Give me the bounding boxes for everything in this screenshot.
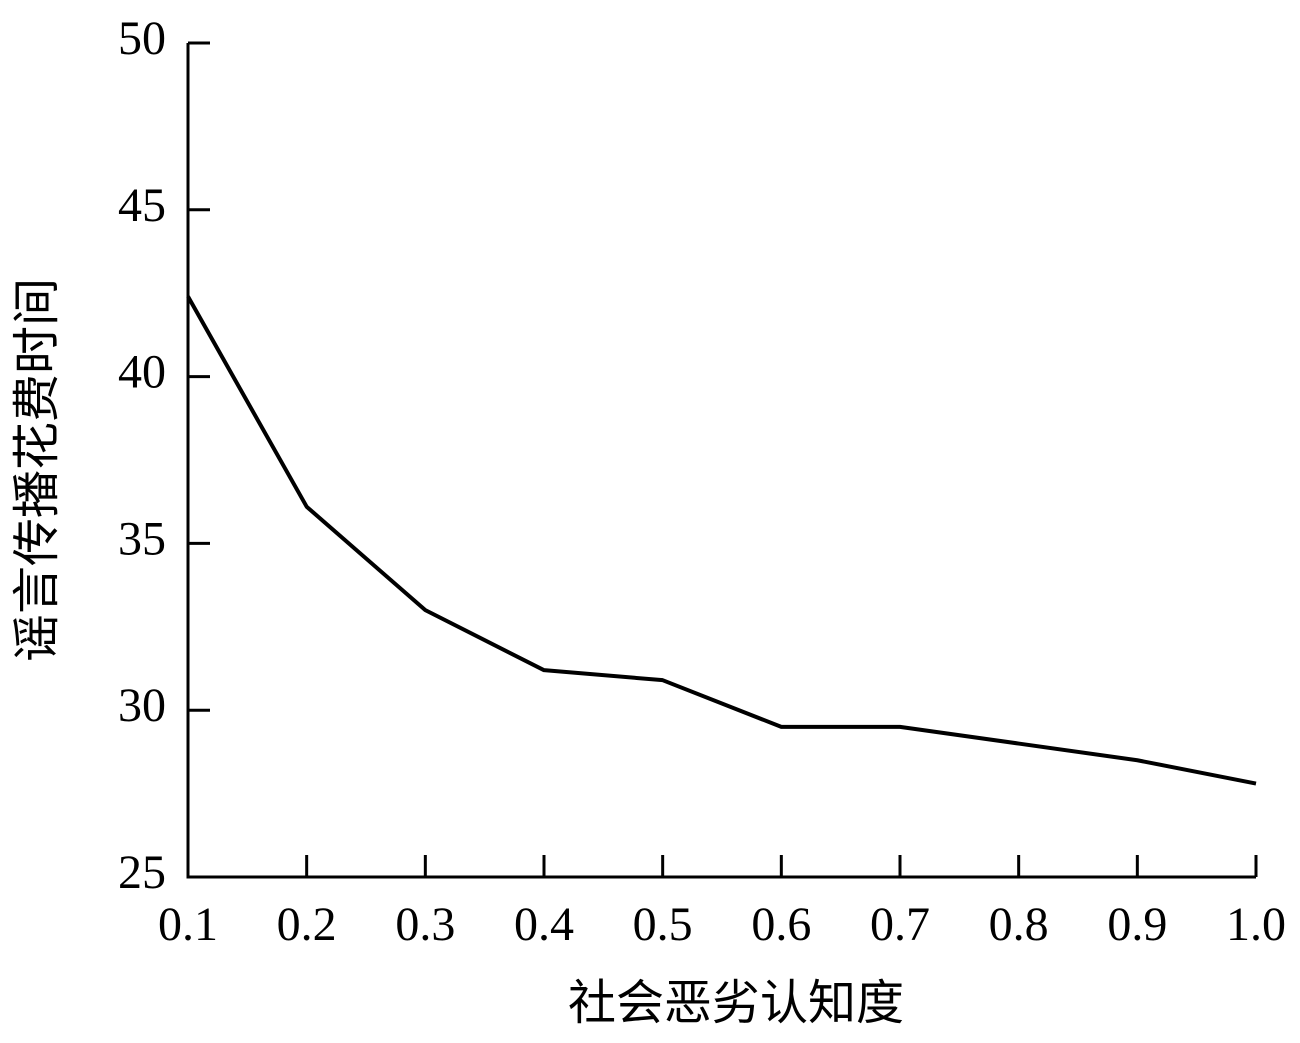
x-tick-label: 0.6 [751, 898, 811, 951]
y-tick-label: 50 [118, 12, 166, 65]
y-tick-label: 40 [118, 346, 166, 399]
x-axis-label: 社会恶劣认知度 [568, 977, 904, 1030]
y-tick-label: 30 [118, 679, 166, 732]
y-tick-label: 45 [118, 179, 166, 232]
data-line [186, 295, 1257, 786]
x-tick-label: 1.0 [1226, 898, 1286, 951]
x-tick-label: 0.4 [514, 898, 574, 951]
x-tick-label: 0.3 [395, 898, 455, 951]
x-tick-label: 0.7 [870, 898, 930, 951]
x-tick-label: 0.5 [633, 898, 693, 951]
x-tick-label: 0.8 [989, 898, 1049, 951]
y-tick-label: 35 [118, 512, 166, 565]
x-tick-label: 0.2 [277, 898, 337, 951]
x-tick-label: 0.9 [1107, 898, 1167, 951]
y-axis-label: 谣言传播花费时间 [11, 278, 64, 662]
x-tick-label: 0.1 [158, 898, 218, 951]
axes [186, 43, 1256, 879]
y-tick-label: 25 [118, 846, 166, 899]
